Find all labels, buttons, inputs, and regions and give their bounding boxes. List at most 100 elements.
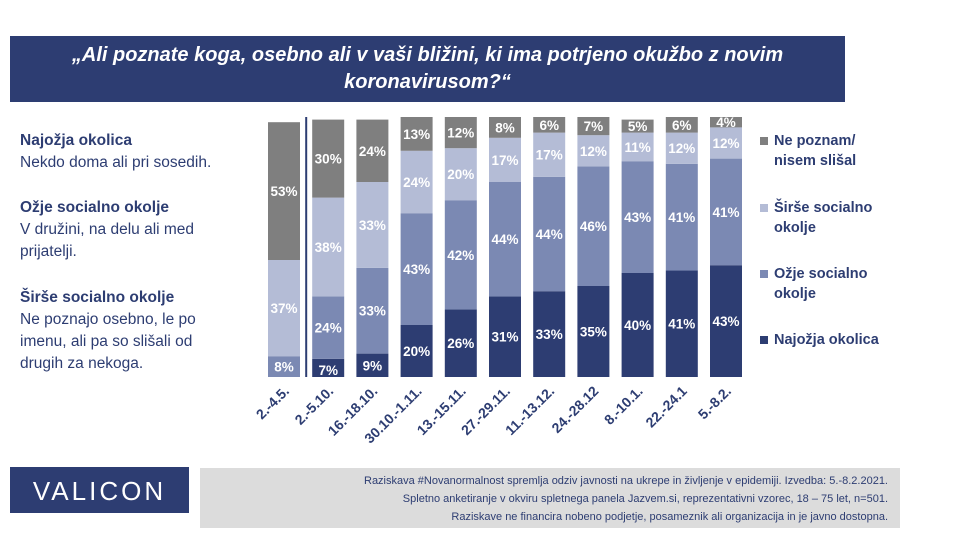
data-label: 12% xyxy=(712,136,739,151)
bar-segment xyxy=(400,325,433,377)
bar-segment xyxy=(268,356,300,377)
bar-segment xyxy=(665,270,698,377)
data-label: 40% xyxy=(624,318,651,333)
x-tick-label: 5.-8.2. xyxy=(695,383,734,422)
data-label: 6% xyxy=(539,118,559,133)
x-tick-label: 2.-5.10. xyxy=(291,383,336,428)
data-label: 43% xyxy=(403,262,430,277)
bar-segment xyxy=(533,117,566,133)
legend-label-line: okolje xyxy=(774,220,816,236)
x-tick-label: 2.-4.5. xyxy=(253,383,292,422)
x-tick-label: 24.-28.12 xyxy=(548,383,601,436)
data-label: 42% xyxy=(447,248,474,263)
bar-segment xyxy=(489,117,521,138)
valicon-logo: VALICON xyxy=(10,467,189,513)
bar-segment xyxy=(400,117,433,151)
bar-segment xyxy=(665,117,698,133)
legend-label: Ne poznam/ nisem slišal xyxy=(774,131,934,171)
bar-segment xyxy=(621,132,654,162)
legend-item-ozje: Ožje socialno okolje xyxy=(760,264,934,304)
bar-segment xyxy=(444,200,477,310)
data-label: 44% xyxy=(536,227,563,242)
definition-text: Nekdo doma ali pri sosedih. xyxy=(20,154,212,171)
bar-segment xyxy=(577,166,610,286)
legend-label: Najožja okolica xyxy=(774,330,934,350)
data-label: 6% xyxy=(672,118,692,133)
legend-label: Ožje socialno okolje xyxy=(774,264,934,304)
data-label: 41% xyxy=(712,205,739,220)
data-label: 12% xyxy=(447,126,474,141)
bar-segment xyxy=(710,158,742,266)
data-label: 30% xyxy=(315,152,342,167)
data-label: 43% xyxy=(712,314,739,329)
data-label: 33% xyxy=(359,218,386,233)
footer-note: Raziskava #Novanormalnost spremlja odziv… xyxy=(200,468,900,528)
legend-label-line: Širše socialno xyxy=(774,200,873,216)
legend-swatch xyxy=(760,336,768,344)
bar-segment xyxy=(444,148,477,201)
bar-segment xyxy=(356,119,389,182)
data-label: 53% xyxy=(270,184,297,199)
bar-segment xyxy=(268,260,300,357)
data-label: 8% xyxy=(274,360,294,375)
bar-segment xyxy=(312,296,345,359)
bar-segment xyxy=(577,117,610,136)
legend-swatch xyxy=(760,270,768,278)
bar-segment xyxy=(400,150,433,214)
data-label: 33% xyxy=(536,327,563,342)
footer-line: Spletno anketiranje v okviru spletnega p… xyxy=(402,493,888,505)
legend-label-line: Najožja okolica xyxy=(774,332,879,348)
bar-segment xyxy=(400,213,433,325)
data-label: 35% xyxy=(580,325,607,340)
legend-item-sirse: Širše socialno okolje xyxy=(760,198,934,238)
definition-sirse: Širše socialno okolje Ne poznajo osebno,… xyxy=(20,287,250,375)
data-label: 37% xyxy=(270,301,297,316)
legend-item-najozja: Najožja okolica xyxy=(760,330,934,350)
bar-segment xyxy=(577,286,610,377)
data-label: 12% xyxy=(580,144,607,159)
bar-segment xyxy=(710,127,742,159)
bar-segment xyxy=(356,182,389,268)
bar-segment xyxy=(312,119,345,198)
bar-segment xyxy=(356,267,389,354)
bar-segment xyxy=(665,132,698,164)
data-label: 20% xyxy=(403,344,430,359)
x-tick-label: 8.-10.1. xyxy=(601,383,646,428)
bar-segment xyxy=(444,117,477,149)
bar-segment xyxy=(710,265,742,377)
data-label: 17% xyxy=(491,153,518,168)
definition-term: Najožja okolica xyxy=(20,132,132,149)
x-tick-label: 22.-24.1 xyxy=(642,383,690,431)
data-label: 24% xyxy=(403,175,430,190)
definition-text: prijatelji. xyxy=(20,243,77,260)
data-label: 4% xyxy=(716,115,736,130)
bar-segment xyxy=(312,197,345,297)
definition-najozja: Najožja okolica Nekdo doma ali pri sosed… xyxy=(20,130,250,174)
definition-text: V družini, na delu ali med xyxy=(20,221,195,238)
data-label: 24% xyxy=(359,144,386,159)
bar-segment xyxy=(577,135,610,167)
data-label: 7% xyxy=(584,119,604,134)
legend-label-line: nisem slišal xyxy=(774,153,857,169)
bar-segment xyxy=(533,132,566,177)
data-label: 9% xyxy=(363,358,383,373)
data-label: 26% xyxy=(447,336,474,351)
data-label: 43% xyxy=(624,210,651,225)
bar-segment xyxy=(356,353,389,377)
data-label: 8% xyxy=(495,120,515,135)
legend-item-ne-poznam: Ne poznam/ nisem slišal xyxy=(760,131,934,171)
bar-segment xyxy=(621,119,654,133)
legend-label-line: Ne poznam/ xyxy=(774,133,856,149)
legend-label-line: Ožje socialno xyxy=(774,266,868,282)
bar-segment xyxy=(621,273,654,377)
title-banner: „Ali poznate koga, osebno ali v vaši bli… xyxy=(10,36,845,102)
data-label: 20% xyxy=(447,167,474,182)
data-label: 5% xyxy=(628,119,648,134)
data-label: 17% xyxy=(536,148,563,163)
bar-segment xyxy=(312,358,345,377)
bar-segment xyxy=(268,122,300,260)
data-label: 44% xyxy=(491,232,518,247)
bar-segment xyxy=(710,117,742,128)
chart-title: „Ali poznate koga, osebno ali v vaši bli… xyxy=(10,42,845,96)
